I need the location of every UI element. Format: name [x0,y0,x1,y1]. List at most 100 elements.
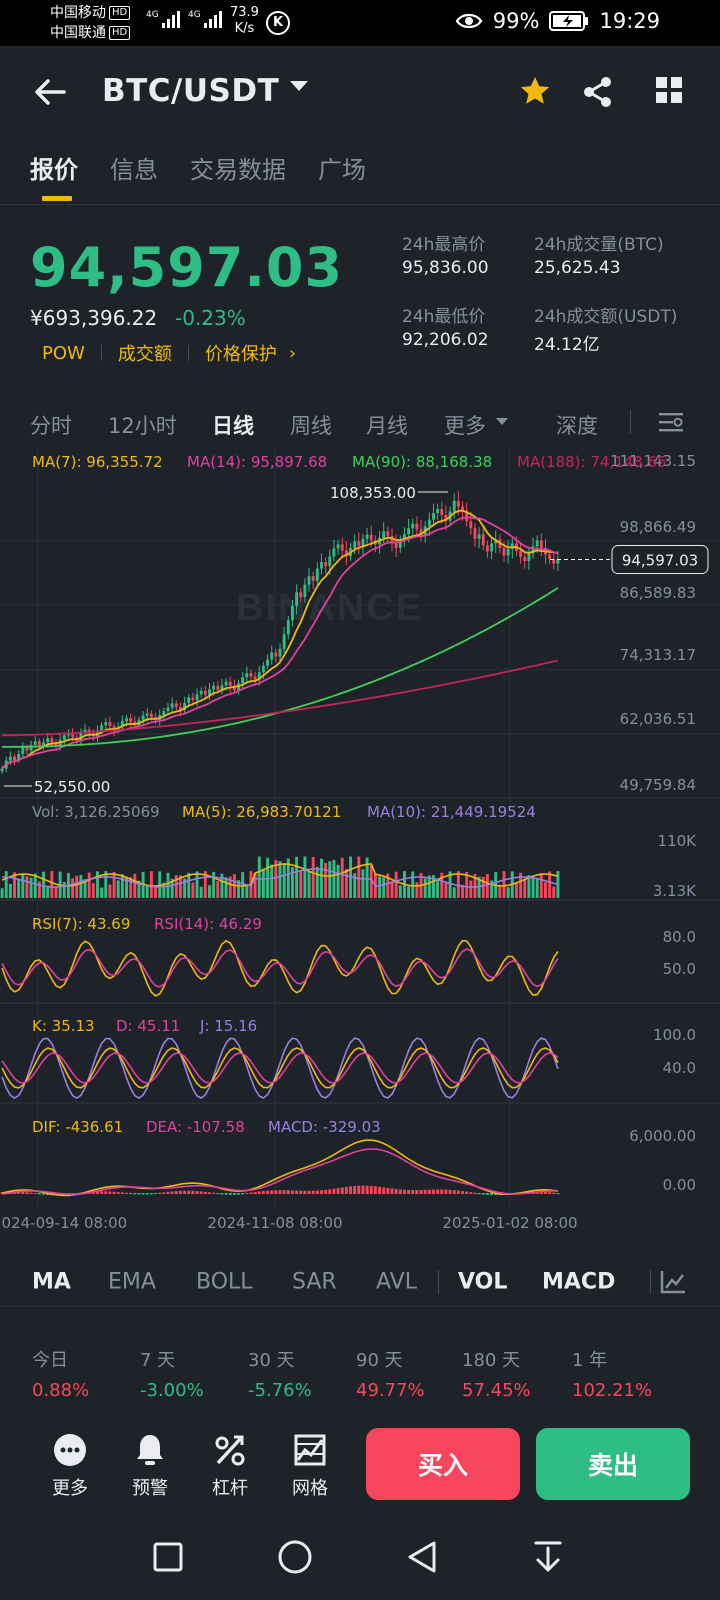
interval-time[interactable]: 分时 [30,414,72,438]
interval-1m[interactable]: 月线 [366,414,408,438]
volume-bar [290,867,294,898]
chevron-right-icon[interactable]: › [288,342,297,364]
macd-histogram-bar [394,1188,398,1194]
indicator-ema[interactable]: EMA [108,1269,156,1295]
tag-price-protection[interactable]: 价格保护 [204,344,277,365]
candle-body [419,529,423,535]
macd-histogram-bar [411,1190,415,1194]
indicator-settings-icon[interactable] [660,1270,686,1294]
perf-label: 今日 [32,1350,68,1371]
volume-bar [71,878,75,898]
recent-apps-icon[interactable] [153,1542,183,1572]
indicator-boll[interactable]: BOLL [196,1269,253,1295]
leverage-action[interactable]: 杠杆 [200,1432,260,1500]
candle-body [328,556,332,567]
macd-histogram-bar [100,1191,104,1194]
volume-bar [17,879,21,898]
depth-tab[interactable]: 深度 [556,414,598,438]
tab-square[interactable]: 广场 [318,156,366,184]
candle-body [71,733,75,738]
macd-histogram-bar [145,1193,149,1195]
candle-body [220,685,224,690]
home-icon[interactable] [278,1540,312,1574]
volume-bar [415,882,419,898]
caret-down-icon[interactable] [496,418,508,425]
volume-bar [21,874,25,898]
candle-body [129,718,133,722]
indicator-sar[interactable]: SAR [292,1269,337,1295]
grid-icon[interactable] [656,77,682,103]
interval-12h[interactable]: 12小时 [108,414,177,438]
volume-bar [37,881,41,898]
volume-bar [423,878,427,898]
share-icon[interactable] [580,74,616,110]
alert-action[interactable]: 预警 [120,1432,180,1500]
volume-bar [523,878,527,898]
macd-histogram-bar [278,1190,282,1194]
macd-tick-label: 6,000.00 [629,1127,696,1145]
candle-body [365,534,369,539]
signal-1: 4G [146,10,186,28]
grid-label: 网格 [292,1478,328,1499]
candle-body [249,673,253,677]
macd-histogram-bar [336,1188,340,1194]
interval-1w[interactable]: 周线 [290,414,332,438]
tab-quote[interactable]: 报价 [30,150,78,202]
macd-dea-line [2,1148,558,1196]
signal-bars-icon [162,11,181,28]
more-action[interactable]: 更多 [40,1432,100,1500]
indicator-avl[interactable]: AVL [376,1269,417,1295]
macd-histogram-bar [328,1189,332,1194]
chart-canvas[interactable]: BINANCE 111,143.15 98,866.49 86,589.83 74,31… [0,448,720,1248]
tag-pow[interactable]: POW [42,342,85,364]
buy-button[interactable]: 买入 [366,1428,520,1500]
candle-body [46,738,50,743]
interval-more[interactable]: 更多 [444,414,486,438]
candle-body [485,545,489,552]
candle-body [178,707,182,711]
tab-info[interactable]: 信息 [110,156,158,184]
volume-bar [328,861,332,898]
candle-body [320,562,323,569]
notification-pulldown-icon[interactable] [533,1540,563,1574]
pair-title[interactable]: BTC/USDT [102,73,280,109]
legend-k: K: 35.13 [32,1017,95,1035]
legend-macd: MACD: -329.03 [268,1118,381,1136]
volume-bar [353,873,357,898]
kdj-tick-label: 40.0 [663,1059,696,1077]
last-price: 94,597.03 [30,236,344,299]
divider [630,410,631,434]
star-icon[interactable] [518,74,552,108]
macd-histogram-bar [261,1191,265,1194]
macd-histogram-bar [320,1190,323,1194]
rsi-legend: RSI(7): 43.69 RSI(14): 46.29 [32,915,262,933]
candle-body [25,747,29,751]
candle-body [473,528,477,539]
macd-histogram-bar [386,1187,390,1194]
dropdown-caret-icon[interactable] [290,81,308,91]
candle-body [33,741,37,745]
interval-1d[interactable]: 日线 [212,414,254,438]
kline-chart[interactable]: BINANCE 111,143.15 98,866.49 86,589.83 74,31… [0,448,720,1248]
tag-turnover[interactable]: 成交额 [117,344,172,365]
candle-body [100,725,104,731]
indicator-vol[interactable]: VOL [458,1269,508,1295]
y-tick-label: 74,313.17 [620,646,696,664]
macd-histogram-bar [461,1191,464,1194]
indicator-ma[interactable]: MA [32,1269,71,1295]
grid-action[interactable]: 网格 [280,1432,340,1500]
y-tick-label: 86,589.83 [620,584,696,602]
candle-body [452,500,456,512]
legend-vol-ma10: MA(10): 21,449.19524 [367,803,536,821]
back-icon[interactable] [406,1540,438,1574]
tab-trading-data[interactable]: 交易数据 [190,156,286,184]
volume-bar [527,875,531,898]
indicator-macd[interactable]: MACD [542,1269,616,1295]
macd-histogram-bar [133,1193,137,1195]
chart-settings-icon[interactable] [658,410,684,434]
macd-histogram-bar [361,1185,365,1194]
volume-bar [25,876,29,898]
back-arrow-icon[interactable] [30,72,70,112]
volume-bar [129,877,133,898]
sell-button[interactable]: 卖出 [536,1428,690,1500]
